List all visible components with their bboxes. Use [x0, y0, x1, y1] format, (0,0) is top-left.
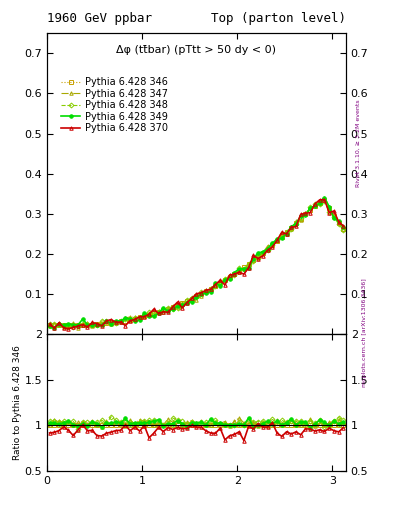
Pythia 6.428 348 [322, 198, 327, 204]
Pythia 6.428 346 [336, 220, 341, 226]
Pythia 6.428 348 [71, 324, 75, 330]
Pythia 6.428 370 [132, 316, 137, 323]
Pythia 6.428 348 [341, 227, 346, 233]
Text: Rivet 3.1.10, ≥ 3.2M events: Rivet 3.1.10, ≥ 3.2M events [356, 99, 361, 187]
Pythia 6.428 349 [189, 298, 194, 305]
Line: Pythia 6.428 348: Pythia 6.428 348 [48, 199, 345, 329]
Pythia 6.428 349 [52, 325, 57, 331]
Pythia 6.428 370 [199, 290, 204, 296]
Pythia 6.428 347 [341, 226, 346, 232]
Pythia 6.428 346 [194, 293, 199, 300]
Pythia 6.428 348 [256, 255, 261, 261]
Line: Pythia 6.428 370: Pythia 6.428 370 [48, 198, 345, 330]
Pythia 6.428 349 [341, 224, 346, 230]
Pythia 6.428 349 [256, 250, 261, 256]
Pythia 6.428 346 [47, 322, 52, 328]
Pythia 6.428 346 [137, 314, 142, 321]
Legend: Pythia 6.428 346, Pythia 6.428 347, Pythia 6.428 348, Pythia 6.428 349, Pythia 6: Pythia 6.428 346, Pythia 6.428 347, Pyth… [58, 74, 171, 136]
Pythia 6.428 348 [142, 312, 147, 318]
Pythia 6.428 349 [132, 318, 137, 324]
Pythia 6.428 347 [322, 195, 327, 201]
Text: 1960 GeV ppbar: 1960 GeV ppbar [47, 12, 152, 25]
Pythia 6.428 370 [341, 223, 346, 229]
Pythia 6.428 370 [322, 197, 327, 203]
Pythia 6.428 348 [199, 288, 204, 294]
Pythia 6.428 349 [336, 218, 341, 224]
Pythia 6.428 347 [142, 312, 147, 318]
Line: Pythia 6.428 347: Pythia 6.428 347 [48, 197, 345, 330]
Text: mcplots.cern.ch [arXiv:1306.3436]: mcplots.cern.ch [arXiv:1306.3436] [362, 279, 367, 387]
Pythia 6.428 370 [47, 321, 52, 327]
Pythia 6.428 349 [199, 291, 204, 297]
Y-axis label: Ratio to Pythia 6.428 346: Ratio to Pythia 6.428 346 [13, 345, 22, 460]
Pythia 6.428 347 [47, 323, 52, 329]
Pythia 6.428 348 [132, 314, 137, 321]
Pythia 6.428 370 [189, 295, 194, 302]
Pythia 6.428 346 [251, 257, 256, 263]
Pythia 6.428 347 [199, 293, 204, 299]
Pythia 6.428 370 [66, 326, 71, 332]
Line: Pythia 6.428 346: Pythia 6.428 346 [48, 198, 345, 327]
Pythia 6.428 348 [189, 294, 194, 301]
Text: Top (parton level): Top (parton level) [211, 12, 346, 25]
Pythia 6.428 349 [322, 195, 327, 201]
Pythia 6.428 347 [336, 219, 341, 225]
Pythia 6.428 349 [47, 323, 52, 329]
Pythia 6.428 346 [322, 197, 327, 203]
Pythia 6.428 346 [128, 316, 132, 323]
Pythia 6.428 370 [256, 255, 261, 262]
Pythia 6.428 348 [336, 221, 341, 227]
Text: Δφ (tt̄bar) (pTtt > 50 dy < 0): Δφ (tt̄bar) (pTtt > 50 dy < 0) [116, 46, 277, 55]
Pythia 6.428 347 [256, 253, 261, 259]
Pythia 6.428 370 [142, 314, 147, 320]
Pythia 6.428 347 [132, 314, 137, 321]
Pythia 6.428 347 [189, 296, 194, 302]
Pythia 6.428 348 [47, 321, 52, 327]
Pythia 6.428 346 [341, 226, 346, 232]
Pythia 6.428 370 [336, 219, 341, 225]
Pythia 6.428 349 [142, 310, 147, 316]
Pythia 6.428 346 [185, 297, 189, 304]
Pythia 6.428 347 [75, 325, 80, 331]
Line: Pythia 6.428 349: Pythia 6.428 349 [48, 196, 345, 330]
